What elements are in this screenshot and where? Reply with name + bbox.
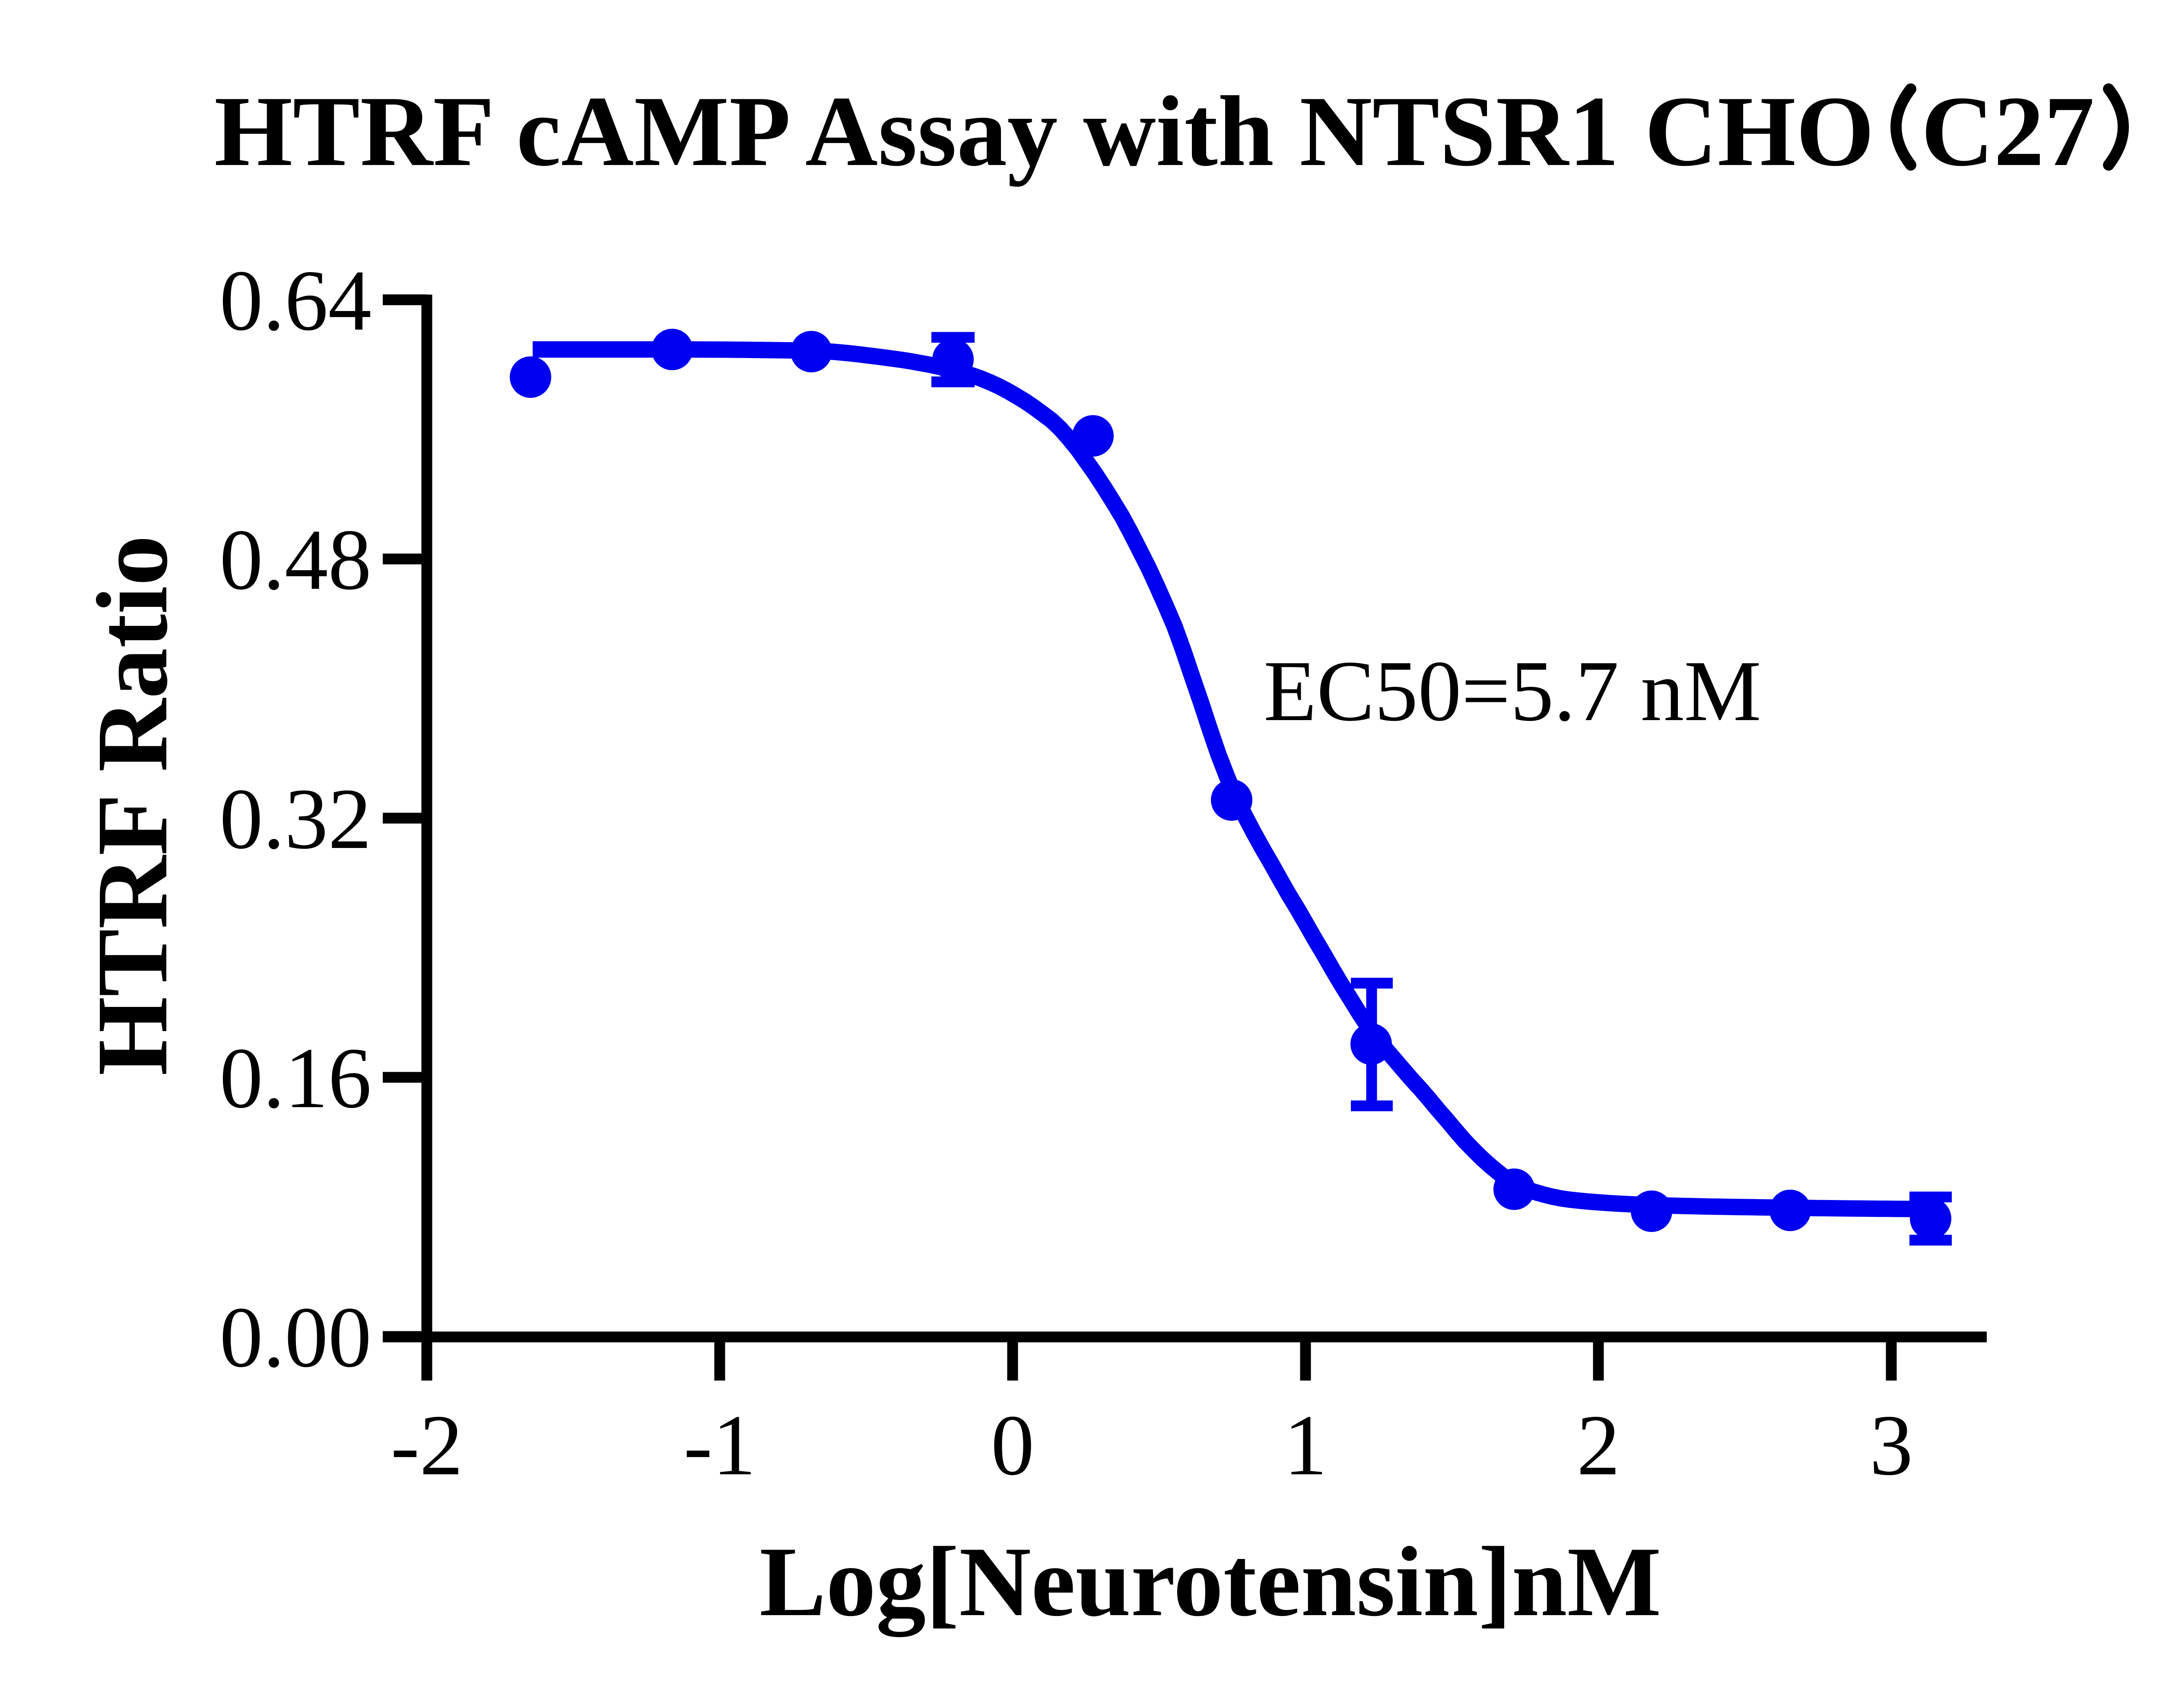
svg-text:0.48: 0.48 [219, 512, 372, 608]
svg-text:-2: -2 [391, 1397, 463, 1493]
svg-text:2: 2 [1577, 1397, 1620, 1493]
svg-text:0: 0 [991, 1397, 1035, 1493]
svg-text:HTRF Ratio: HTRF Ratio [76, 535, 188, 1076]
svg-text:0.32: 0.32 [219, 771, 372, 867]
svg-text:HTRF cAMP Assay with NTSR1 CHO: HTRF cAMP Assay with NTSR1 CHO [214, 76, 1874, 187]
svg-text:C27: C27 [1921, 76, 2094, 187]
svg-text:0.16: 0.16 [219, 1030, 372, 1126]
svg-text:-1: -1 [683, 1397, 756, 1493]
svg-text:Log[Neurotensin]nM: Log[Neurotensin]nM [759, 1526, 1661, 1637]
svg-text:3: 3 [1870, 1397, 1913, 1493]
svg-text:0.64: 0.64 [219, 253, 372, 349]
svg-text:1: 1 [1284, 1397, 1328, 1493]
svg-text:0.00: 0.00 [219, 1289, 372, 1385]
svg-text:EC50=5.7 nM: EC50=5.7 nM [1264, 643, 1761, 739]
